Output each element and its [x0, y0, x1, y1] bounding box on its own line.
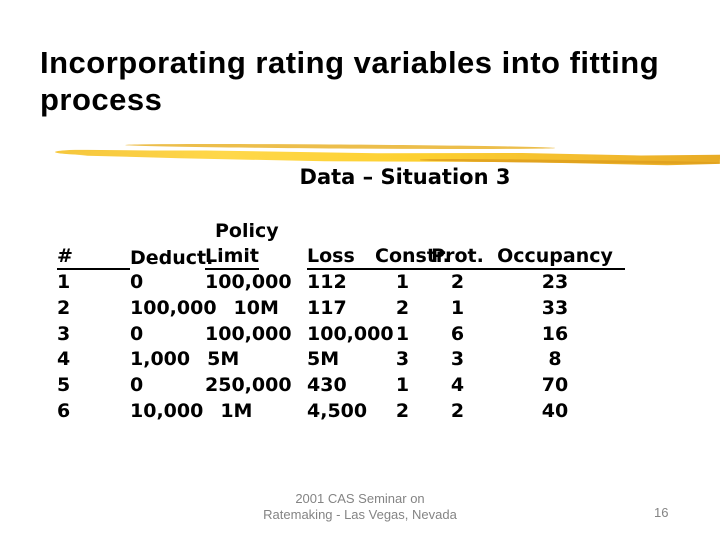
cell-deduct-limit: 0 100,000 — [130, 322, 307, 348]
col-header-loss: Loss — [307, 245, 355, 267]
slide-subtitle: Data – Situation 3 — [299, 165, 511, 189]
cell-deduct-limit: 100,000 10M — [130, 296, 307, 322]
table-row: 1 0 100,000 112 1 2 23 — [57, 270, 625, 296]
cell-deduct: 0 — [130, 271, 144, 293]
cell-occupancy: 8 — [548, 348, 562, 371]
cell-prot: 4 — [450, 374, 465, 397]
cell-loss: 112 — [307, 271, 347, 293]
table-row: 3 0 100,000 100,000 1 6 16 — [57, 322, 625, 348]
footer-line1: 2001 CAS Seminar on — [295, 491, 425, 506]
col-header-deduct: Deduct. — [130, 247, 214, 269]
cell-limit: 100,000 — [205, 322, 292, 345]
cell-prot: 2 — [450, 399, 465, 422]
cell-num: 1 — [57, 271, 71, 293]
col-header-policy: Policy — [215, 220, 279, 242]
cell-deduct: 0 — [130, 322, 144, 345]
cell-deduct: 10,000 — [130, 399, 204, 422]
cell-loss: 5M — [307, 348, 340, 371]
table-row: 4 1,000 5M 5M 3 3 8 — [57, 347, 625, 373]
cell-num: 4 — [57, 348, 71, 371]
cell-occupancy: 33 — [541, 296, 569, 319]
col-header-constr: Constr. — [375, 245, 450, 267]
cell-prot: 2 — [450, 271, 465, 293]
cell-limit: 5M — [207, 348, 240, 371]
footer-line2: Ratemaking - Las Vegas, Nevada — [263, 507, 457, 522]
cell-deduct: 0 — [130, 374, 144, 397]
cell-deduct: 100,000 — [130, 296, 217, 319]
col-header-group: Loss Constr. Prot. Occupancy — [307, 244, 625, 270]
table-header-row: # Deduct. Limit Loss Constr. Prot. Occup… — [57, 244, 625, 270]
cell-constr: 3 — [395, 348, 410, 371]
cell-occupancy: 40 — [541, 399, 569, 422]
cell-constr: 1 — [395, 271, 410, 293]
data-table: Policy # Deduct. Limit Loss Constr. Prot… — [57, 218, 625, 425]
cell-num: 5 — [57, 374, 71, 397]
cell-loss: 4,500 — [307, 399, 368, 422]
cell-deduct-limit: 10,000 1M — [130, 399, 307, 425]
col-header-limit: Limit — [205, 244, 307, 270]
cell-limit: 10M — [233, 296, 279, 319]
col-header-num: # — [57, 244, 130, 270]
table-body: 1 0 100,000 112 1 2 23 2 100,000 10M 117… — [57, 270, 625, 425]
cell-limit: 1M — [220, 399, 253, 422]
cell-prot: 1 — [450, 296, 465, 319]
cell-deduct: 1,000 — [130, 348, 191, 371]
cell-prot: 3 — [450, 348, 465, 371]
table-row: 5 0 250,000 430 1 4 70 — [57, 373, 625, 399]
cell-num: 3 — [57, 322, 71, 345]
cell-occupancy: 23 — [541, 271, 569, 293]
cell-constr: 2 — [395, 399, 410, 422]
cell-limit: 250,000 — [205, 374, 292, 397]
cell-deduct-limit: 0 100,000 — [130, 270, 307, 296]
cell-occupancy: 70 — [541, 374, 569, 397]
col-header-prot: Prot. — [431, 245, 484, 267]
table-row: 2 100,000 10M 117 2 1 33 — [57, 296, 625, 322]
cell-loss: 430 — [307, 374, 347, 397]
cell-num: 2 — [57, 296, 71, 319]
table-header-policy-line: Policy — [57, 218, 625, 244]
cell-constr: 1 — [395, 374, 410, 397]
cell-constr: 2 — [395, 296, 410, 319]
cell-limit: 100,000 — [205, 271, 292, 293]
cell-loss: 100,000 — [307, 322, 394, 345]
footer: 2001 CAS Seminar on Ratemaking - Las Veg… — [160, 491, 560, 523]
cell-deduct-limit: 1,000 5M — [130, 347, 307, 373]
cell-occupancy: 16 — [541, 322, 569, 345]
col-header-occupancy: Occupancy — [497, 245, 613, 267]
cell-constr: 1 — [395, 322, 410, 345]
brush-top-wisp — [125, 143, 556, 151]
table-row: 6 10,000 1M 4,500 2 2 40 — [57, 399, 625, 425]
page-number: 16 — [654, 505, 669, 520]
cell-deduct-limit: 0 250,000 — [130, 373, 307, 399]
cell-num: 6 — [57, 399, 71, 422]
cell-loss: 117 — [307, 296, 347, 319]
cell-prot: 6 — [450, 322, 465, 345]
slide-title: Incorporating rating variables into fitt… — [40, 45, 660, 117]
